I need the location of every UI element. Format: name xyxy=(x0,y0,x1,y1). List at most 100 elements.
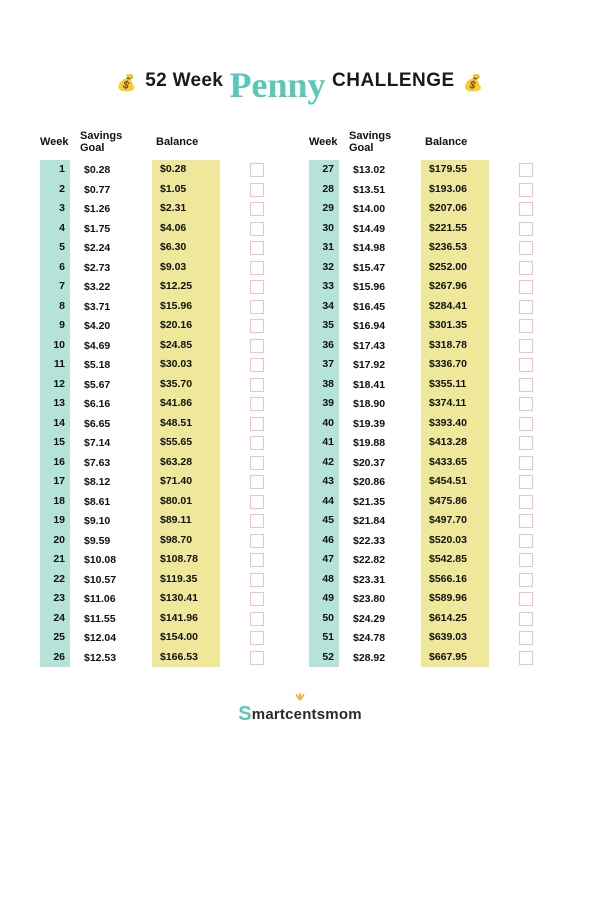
cell-week: 45 xyxy=(309,511,339,532)
cell-goal: $3.71 xyxy=(76,301,146,313)
cell-balance: $318.78 xyxy=(421,336,489,357)
week-checkbox[interactable] xyxy=(519,612,533,626)
week-checkbox[interactable] xyxy=(250,573,264,587)
table-row: 11$5.18$30.03 xyxy=(40,355,291,375)
week-checkbox[interactable] xyxy=(519,553,533,567)
week-checkbox[interactable] xyxy=(250,163,264,177)
week-checkbox[interactable] xyxy=(519,651,533,665)
week-checkbox[interactable] xyxy=(250,222,264,236)
week-checkbox[interactable] xyxy=(519,378,533,392)
week-checkbox[interactable] xyxy=(250,417,264,431)
week-checkbox[interactable] xyxy=(519,319,533,333)
week-checkbox[interactable] xyxy=(250,534,264,548)
week-checkbox[interactable] xyxy=(250,280,264,294)
week-checkbox[interactable] xyxy=(250,183,264,197)
table-row: 24$11.55$141.96 xyxy=(40,609,291,629)
week-checkbox[interactable] xyxy=(250,397,264,411)
cell-balance: $12.25 xyxy=(152,277,220,298)
week-checkbox[interactable] xyxy=(250,436,264,450)
cell-goal: $4.69 xyxy=(76,340,146,352)
cell-balance: $119.35 xyxy=(152,570,220,591)
week-checkbox[interactable] xyxy=(519,261,533,275)
week-checkbox[interactable] xyxy=(519,456,533,470)
cell-checkbox xyxy=(226,316,266,337)
week-checkbox[interactable] xyxy=(519,183,533,197)
week-checkbox[interactable] xyxy=(519,573,533,587)
table-row: 18$8.61$80.01 xyxy=(40,492,291,512)
cell-goal: $21.35 xyxy=(345,496,415,508)
week-checkbox[interactable] xyxy=(250,651,264,665)
cell-balance: $520.03 xyxy=(421,531,489,552)
cell-balance: $98.70 xyxy=(152,531,220,552)
week-checkbox[interactable] xyxy=(250,495,264,509)
cell-week: 14 xyxy=(40,414,70,435)
week-checkbox[interactable] xyxy=(250,339,264,353)
week-checkbox[interactable] xyxy=(250,241,264,255)
cell-checkbox xyxy=(495,375,535,396)
week-checkbox[interactable] xyxy=(519,222,533,236)
week-checkbox[interactable] xyxy=(519,495,533,509)
table-row: 16$7.63$63.28 xyxy=(40,453,291,473)
cell-week: 1 xyxy=(40,160,70,181)
cell-week: 13 xyxy=(40,394,70,415)
week-checkbox[interactable] xyxy=(250,319,264,333)
cell-goal: $0.77 xyxy=(76,184,146,196)
cell-checkbox xyxy=(495,414,535,435)
week-checkbox[interactable] xyxy=(519,358,533,372)
cell-week: 20 xyxy=(40,531,70,552)
week-checkbox[interactable] xyxy=(519,592,533,606)
week-checkbox[interactable] xyxy=(519,202,533,216)
week-checkbox[interactable] xyxy=(519,534,533,548)
week-checkbox[interactable] xyxy=(519,417,533,431)
week-checkbox[interactable] xyxy=(250,378,264,392)
week-checkbox[interactable] xyxy=(250,261,264,275)
title-prefix: 52 Week xyxy=(145,70,223,91)
cell-week: 10 xyxy=(40,336,70,357)
cell-goal: $14.00 xyxy=(345,203,415,215)
week-checkbox[interactable] xyxy=(519,339,533,353)
table-row: 5$2.24$6.30 xyxy=(40,238,291,258)
week-checkbox[interactable] xyxy=(519,397,533,411)
header-week: Week xyxy=(309,136,339,148)
week-checkbox[interactable] xyxy=(250,202,264,216)
week-checkbox[interactable] xyxy=(250,631,264,645)
week-checkbox[interactable] xyxy=(519,475,533,489)
cell-week: 42 xyxy=(309,453,339,474)
week-checkbox[interactable] xyxy=(519,514,533,528)
cell-goal: $6.16 xyxy=(76,398,146,410)
cell-checkbox xyxy=(226,609,266,630)
cell-balance: $89.11 xyxy=(152,511,220,532)
cell-checkbox xyxy=(495,180,535,201)
cell-balance: $9.03 xyxy=(152,258,220,279)
week-checkbox[interactable] xyxy=(250,475,264,489)
cell-balance: $614.25 xyxy=(421,609,489,630)
week-checkbox[interactable] xyxy=(250,456,264,470)
cell-week: 6 xyxy=(40,258,70,279)
week-checkbox[interactable] xyxy=(519,300,533,314)
table-row: 14$6.65$48.51 xyxy=(40,414,291,434)
week-checkbox[interactable] xyxy=(250,514,264,528)
week-checkbox[interactable] xyxy=(519,163,533,177)
cell-checkbox xyxy=(226,492,266,513)
cell-balance: $4.06 xyxy=(152,219,220,240)
week-checkbox[interactable] xyxy=(250,553,264,567)
table-row: 22$10.57$119.35 xyxy=(40,570,291,590)
cell-goal: $15.47 xyxy=(345,262,415,274)
week-checkbox[interactable] xyxy=(519,631,533,645)
week-checkbox[interactable] xyxy=(250,300,264,314)
week-checkbox[interactable] xyxy=(250,612,264,626)
table-row: 21$10.08$108.78 xyxy=(40,550,291,570)
cell-checkbox xyxy=(226,453,266,474)
cell-goal: $22.33 xyxy=(345,535,415,547)
cell-balance: $130.41 xyxy=(152,589,220,610)
week-checkbox[interactable] xyxy=(250,358,264,372)
cell-balance: $41.86 xyxy=(152,394,220,415)
cell-checkbox xyxy=(495,531,535,552)
cell-goal: $12.53 xyxy=(76,652,146,664)
cell-checkbox xyxy=(226,511,266,532)
week-checkbox[interactable] xyxy=(519,436,533,450)
cell-balance: $433.65 xyxy=(421,453,489,474)
week-checkbox[interactable] xyxy=(250,592,264,606)
week-checkbox[interactable] xyxy=(519,241,533,255)
week-checkbox[interactable] xyxy=(519,280,533,294)
